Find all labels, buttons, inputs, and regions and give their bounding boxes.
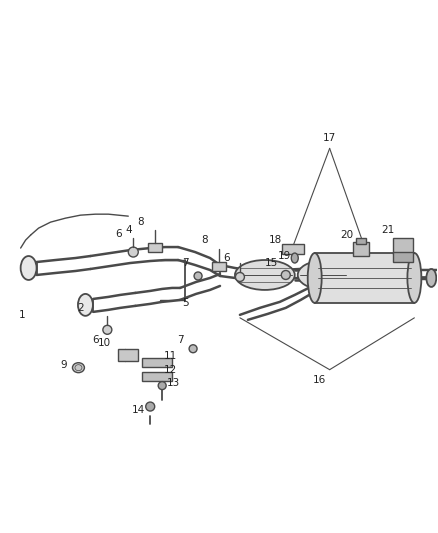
Bar — [356, 238, 366, 244]
Text: 15: 15 — [265, 258, 279, 268]
Bar — [142, 358, 172, 367]
Text: 6: 6 — [224, 253, 230, 263]
Bar — [393, 238, 413, 254]
Ellipse shape — [194, 272, 202, 280]
Bar — [142, 372, 172, 381]
Text: 1: 1 — [19, 310, 26, 320]
Text: 13: 13 — [166, 378, 180, 387]
Bar — [314, 253, 414, 303]
Ellipse shape — [235, 260, 295, 290]
Bar — [212, 262, 226, 271]
Text: 4: 4 — [125, 225, 131, 235]
Text: 10: 10 — [98, 338, 111, 348]
Text: 18: 18 — [269, 235, 283, 245]
Text: 19: 19 — [278, 251, 291, 261]
Text: 12: 12 — [163, 365, 177, 375]
Text: 16: 16 — [313, 375, 326, 385]
Bar — [148, 243, 162, 252]
Bar — [282, 244, 304, 254]
Text: 11: 11 — [163, 351, 177, 361]
Ellipse shape — [281, 270, 290, 279]
Ellipse shape — [146, 402, 155, 411]
Ellipse shape — [78, 294, 93, 316]
Text: 2: 2 — [77, 303, 84, 313]
Text: 7: 7 — [182, 258, 188, 268]
Text: 9: 9 — [60, 360, 67, 370]
Ellipse shape — [407, 253, 421, 303]
Ellipse shape — [236, 272, 244, 281]
Text: 17: 17 — [323, 133, 336, 143]
Ellipse shape — [72, 362, 85, 373]
Text: 8: 8 — [202, 235, 208, 245]
Ellipse shape — [158, 382, 166, 390]
Text: 21: 21 — [381, 225, 394, 235]
Text: 6: 6 — [115, 229, 122, 239]
Bar — [393, 252, 413, 262]
Text: 20: 20 — [340, 230, 353, 240]
Text: 8: 8 — [137, 217, 144, 227]
Ellipse shape — [128, 247, 138, 257]
Ellipse shape — [308, 253, 321, 303]
Ellipse shape — [189, 345, 197, 353]
Text: 6: 6 — [92, 335, 99, 345]
Bar — [118, 349, 138, 361]
Ellipse shape — [21, 256, 37, 280]
Ellipse shape — [103, 325, 112, 334]
Ellipse shape — [291, 253, 298, 263]
Ellipse shape — [298, 261, 346, 289]
Text: 14: 14 — [132, 405, 145, 415]
Bar — [353, 242, 368, 256]
Ellipse shape — [426, 269, 436, 287]
Text: 7: 7 — [177, 335, 184, 345]
Text: 5: 5 — [182, 298, 188, 308]
